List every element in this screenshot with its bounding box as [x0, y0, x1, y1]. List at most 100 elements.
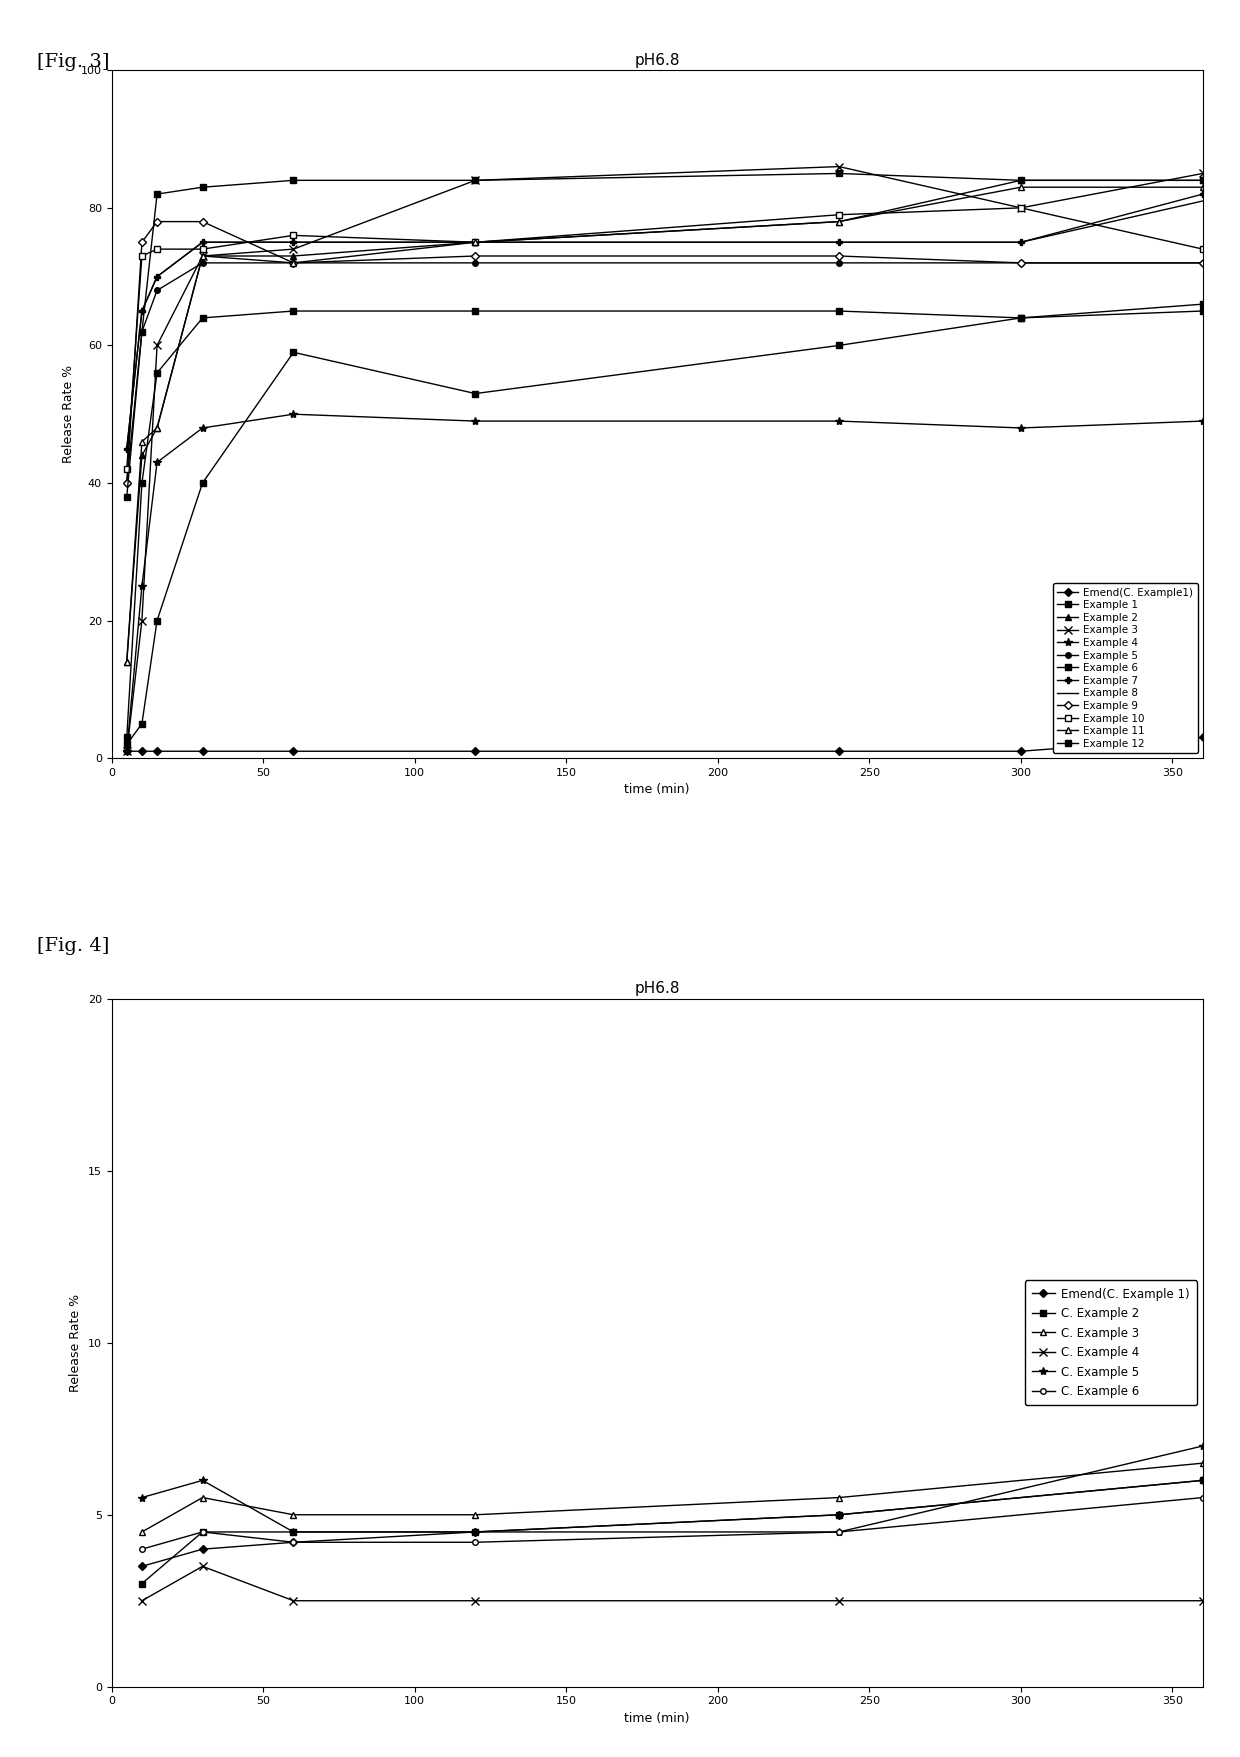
Example 6 [134, 473, 149, 494]
Example 12 [1013, 170, 1028, 192]
Example 7 [286, 232, 301, 253]
Line: Example 1: Example 1 [124, 302, 1205, 747]
Emend(C. Example 1) [134, 1555, 149, 1576]
Example 12 [119, 487, 134, 508]
Example 5 [832, 253, 847, 274]
Example 11 [1195, 177, 1210, 199]
C. Example 4 [467, 1590, 482, 1611]
Example 11 [832, 211, 847, 232]
Example 6 [286, 300, 301, 322]
Example 10 [150, 239, 165, 260]
Y-axis label: Release Rate %: Release Rate % [69, 1293, 82, 1392]
Example 3 [1195, 163, 1210, 184]
Line: Example 2: Example 2 [123, 177, 1207, 666]
Text: [Fig. 4]: [Fig. 4] [37, 938, 109, 956]
C. Example 2 [832, 1504, 847, 1525]
Example 1 [134, 713, 149, 734]
Example 1 [467, 383, 482, 404]
Example 5 [134, 322, 149, 343]
Example 1 [195, 473, 210, 494]
Example 12 [195, 177, 210, 199]
C. Example 2 [134, 1573, 149, 1594]
Example 12 [286, 170, 301, 192]
Example 1 [150, 610, 165, 631]
Example 2 [467, 232, 482, 253]
Example 5 [286, 253, 301, 274]
C. Example 4 [1195, 1590, 1210, 1611]
Example 5 [195, 253, 210, 274]
Emend(C. Example 1) [195, 1539, 210, 1560]
Example 2 [119, 652, 134, 673]
Example 7 [1195, 183, 1210, 204]
X-axis label: time (min): time (min) [625, 784, 689, 796]
C. Example 4 [286, 1590, 301, 1611]
Example 7 [119, 437, 134, 459]
Example 1 [832, 336, 847, 357]
Emend(C. Example1) [195, 741, 210, 763]
C. Example 6 [286, 1532, 301, 1553]
Line: Example 8: Example 8 [126, 200, 1203, 448]
Line: C. Example 2: C. Example 2 [139, 1478, 1205, 1587]
Example 12 [832, 163, 847, 184]
Example 2 [1195, 170, 1210, 192]
C. Example 3 [195, 1486, 210, 1508]
Example 11 [467, 232, 482, 253]
Example 5 [119, 473, 134, 494]
Example 10 [1013, 197, 1028, 218]
Line: Example 7: Example 7 [123, 190, 1207, 452]
C. Example 3 [286, 1504, 301, 1525]
C. Example 6 [134, 1539, 149, 1560]
Example 8 [150, 265, 165, 286]
Example 8 [195, 232, 210, 253]
Example 11 [134, 430, 149, 452]
Example 8 [1195, 190, 1210, 211]
C. Example 6 [1195, 1486, 1210, 1508]
Example 1 [1013, 307, 1028, 329]
Example 12 [467, 170, 482, 192]
Emend(C. Example1) [150, 741, 165, 763]
C. Example 2 [1195, 1471, 1210, 1492]
Example 4 [134, 576, 149, 597]
Example 8 [467, 232, 482, 253]
Example 10 [1195, 239, 1210, 260]
Example 9 [286, 253, 301, 274]
Example 7 [195, 232, 210, 253]
Emend(C. Example1) [119, 741, 134, 763]
Title: pH6.8: pH6.8 [635, 982, 680, 996]
Example 12 [150, 183, 165, 204]
Line: Example 11: Example 11 [123, 184, 1207, 666]
Example 11 [119, 652, 134, 673]
Example 11 [1013, 177, 1028, 199]
C. Example 5 [134, 1486, 149, 1508]
Emend(C. Example1) [286, 741, 301, 763]
C. Example 5 [832, 1522, 847, 1543]
Line: C. Example 4: C. Example 4 [138, 1562, 1207, 1604]
Example 9 [467, 246, 482, 267]
C. Example 4 [832, 1590, 847, 1611]
Line: C. Example 6: C. Example 6 [139, 1495, 1205, 1551]
Example 8 [134, 300, 149, 322]
Example 4 [1013, 418, 1028, 439]
Example 6 [1195, 300, 1210, 322]
Example 5 [1195, 253, 1210, 274]
Example 11 [150, 418, 165, 439]
Example 9 [832, 246, 847, 267]
C. Example 6 [195, 1522, 210, 1543]
Emend(C. Example1) [832, 741, 847, 763]
Emend(C. Example1) [1013, 741, 1028, 763]
Example 9 [195, 211, 210, 232]
Example 4 [286, 404, 301, 425]
C. Example 2 [467, 1522, 482, 1543]
Example 6 [150, 362, 165, 383]
Example 11 [195, 246, 210, 267]
Line: Example 9: Example 9 [124, 220, 1205, 485]
C. Example 4 [195, 1555, 210, 1576]
Example 12 [134, 322, 149, 343]
Example 10 [832, 204, 847, 225]
Example 6 [467, 300, 482, 322]
Example 1 [286, 343, 301, 364]
C. Example 6 [832, 1522, 847, 1543]
Example 6 [119, 727, 134, 748]
Example 8 [119, 437, 134, 459]
Example 2 [195, 246, 210, 267]
